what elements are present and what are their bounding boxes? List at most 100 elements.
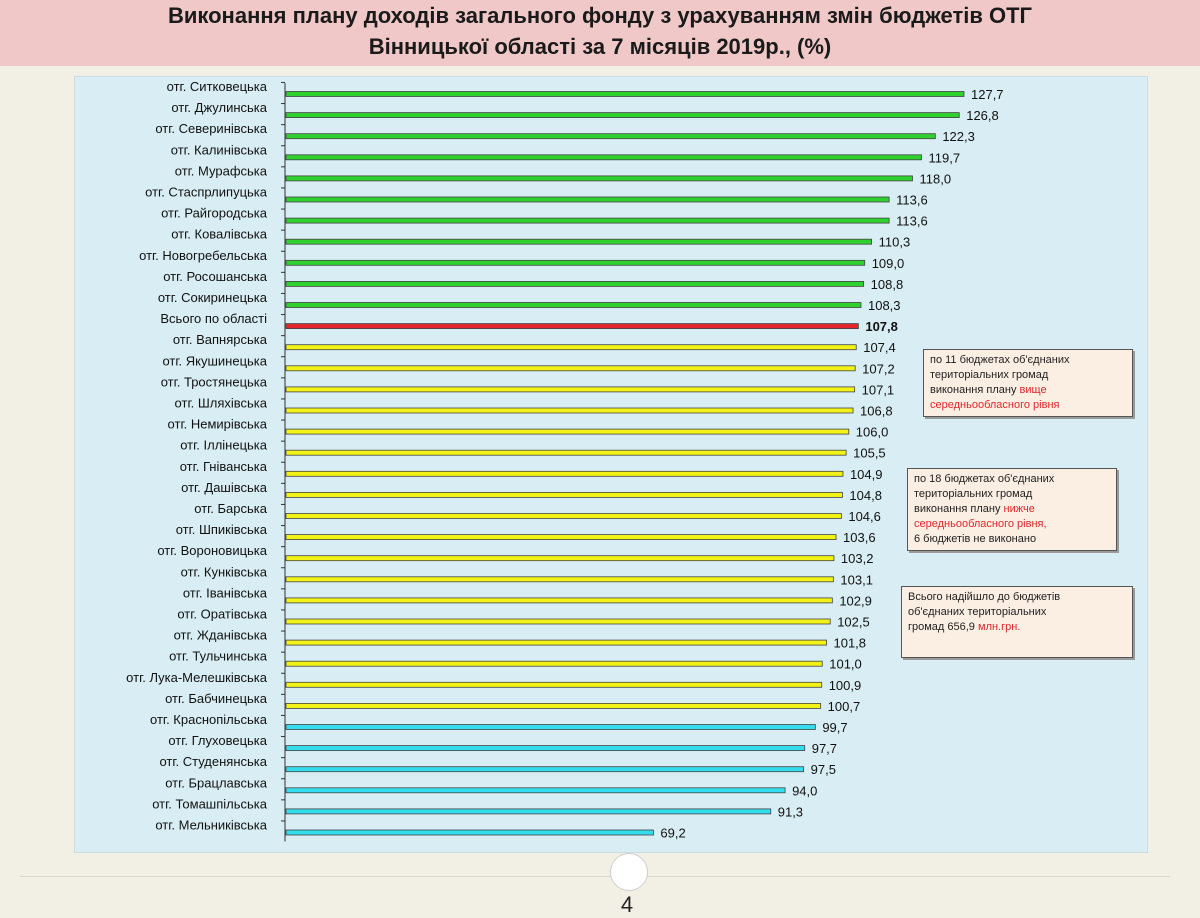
category-label: отг. Райгородська	[161, 206, 268, 221]
bar	[285, 302, 862, 308]
bar	[285, 724, 816, 730]
value-label: 107,2	[862, 361, 895, 376]
value-label: 101,8	[833, 636, 866, 651]
value-label: 101,0	[829, 657, 862, 672]
title-band	[0, 0, 1200, 66]
value-label: 113,6	[896, 193, 928, 208]
bar	[285, 280, 865, 287]
note1-line-3-text: виконання плану	[930, 384, 1017, 396]
value-label: 97,7	[812, 741, 837, 756]
bar	[285, 555, 835, 562]
bar	[285, 534, 837, 541]
bar	[285, 576, 834, 583]
value-label: 107,4	[863, 340, 896, 355]
note3-line-3-highlight: млн.грн.	[978, 621, 1021, 633]
category-label: отг. Сокиринецька	[158, 290, 268, 305]
value-label: 107,8	[865, 319, 898, 334]
bar	[285, 639, 827, 646]
bar	[285, 808, 772, 815]
value-label: 69,2	[660, 826, 685, 841]
note2-line-4: середньообласного рівня,	[914, 518, 1047, 530]
category-label: отг. Тульчинська	[169, 649, 268, 664]
page-title: Виконання плану доходів загального фонду…	[0, 0, 1200, 62]
category-label: отг. Оратівська	[177, 607, 267, 622]
bar	[285, 91, 965, 97]
category-label: отг. Немирівська	[168, 417, 268, 432]
bar	[285, 829, 654, 836]
value-label: 103,1	[840, 572, 873, 587]
category-label: отг. Вороновицька	[157, 543, 267, 558]
bar	[285, 428, 850, 435]
footer-divider	[20, 876, 1170, 877]
category-label: отг. Лука-Мелешківська	[126, 670, 268, 685]
value-label: 103,2	[841, 551, 874, 566]
category-label: отг. Брацлавська	[165, 775, 268, 790]
note1-line-1: по 11 бюджетах об'єднаних	[930, 354, 1070, 366]
value-label: 106,0	[856, 425, 889, 440]
category-label: отг. Мельниківська	[155, 818, 267, 833]
value-label: 108,3	[868, 298, 901, 313]
category-label: отг. Ситковецька	[167, 79, 268, 94]
value-label: 107,1	[862, 382, 895, 397]
category-label: отг. Росошанська	[163, 269, 268, 284]
chart-panel: отг. Ситковецька 127,7 отг. Джулинська 126,…	[74, 76, 1148, 853]
category-label: отг. Барська	[194, 501, 268, 516]
value-label: 103,6	[843, 530, 876, 545]
category-label: отг. Вапнярська	[173, 332, 268, 347]
value-label: 106,8	[860, 404, 893, 419]
value-label: 126,8	[966, 108, 999, 123]
category-label: отг. Стаспрлипуцька	[145, 185, 268, 200]
note1-line-4: середньообласного рівня	[930, 399, 1060, 411]
page-indicator-circle	[610, 853, 648, 891]
page-number: 4	[620, 892, 634, 917]
category-label: отг. Гніванська	[180, 459, 268, 474]
value-label: 102,9	[839, 593, 872, 608]
category-label: отг. Краснопільська	[150, 712, 268, 727]
bar	[285, 386, 856, 393]
bar	[285, 766, 805, 773]
note2-line-1: по 18 бюджетах об'єднаних	[914, 473, 1055, 485]
bar	[285, 513, 842, 519]
value-label: 127,7	[971, 87, 1004, 102]
bar	[285, 745, 806, 751]
category-label: отг. Шляхівська	[175, 396, 268, 411]
category-label: Всього по області	[160, 311, 267, 326]
value-label: 113,6	[896, 214, 928, 229]
value-label: 102,5	[837, 615, 870, 630]
value-label: 118,0	[919, 171, 951, 186]
bar	[285, 449, 847, 456]
value-label: 97,5	[811, 762, 836, 777]
note1-line-2: територіальних громад	[930, 369, 1049, 381]
category-label: отг. Ковалівська	[171, 227, 268, 242]
value-label: 99,7	[822, 720, 847, 735]
bar-chart: отг. Ситковецька 127,7 отг. Джулинська 126,…	[126, 79, 1004, 842]
category-label: отг. Джулинська	[171, 100, 267, 115]
bar	[285, 660, 823, 667]
bar	[285, 597, 833, 604]
note-above-average: по 11 бюджетах об'єднаних територіальних…	[923, 349, 1133, 417]
category-label: отг. Калинівська	[171, 142, 268, 157]
category-label: отг. Новогребельська	[139, 248, 268, 263]
value-label: 104,6	[848, 509, 881, 524]
category-label: отг. Мурафська	[175, 163, 268, 178]
note2-line-3-highlight: нижче	[1003, 503, 1035, 515]
value-label: 110,3	[879, 235, 911, 250]
category-label: отг. Тростянецька	[161, 374, 268, 389]
category-label: отг. Бабчинецька	[165, 691, 268, 706]
value-label: 100,9	[829, 678, 862, 693]
title-line-1: Виконання плану доходів загального фонду…	[167, 3, 1033, 28]
title-line-2: Вінницької області за 7 місяців 2019р., …	[368, 34, 832, 59]
category-label: отг. Северинівська	[155, 121, 267, 136]
value-label: 94,0	[792, 783, 817, 798]
note2-line-2: територіальних громад	[914, 488, 1033, 500]
value-label: 119,7	[929, 150, 961, 165]
note1-line-3: виконання плану вище	[930, 383, 1126, 398]
bar	[285, 133, 936, 140]
bar	[285, 175, 913, 182]
value-label: 104,9	[850, 467, 883, 482]
note1-line-3-highlight: вище	[1019, 384, 1047, 396]
note3-line-1: Всього надійшло до бюджетів	[908, 591, 1061, 603]
bar	[285, 365, 856, 372]
bar	[285, 491, 843, 498]
category-label: отг. Кунківська	[181, 564, 268, 579]
